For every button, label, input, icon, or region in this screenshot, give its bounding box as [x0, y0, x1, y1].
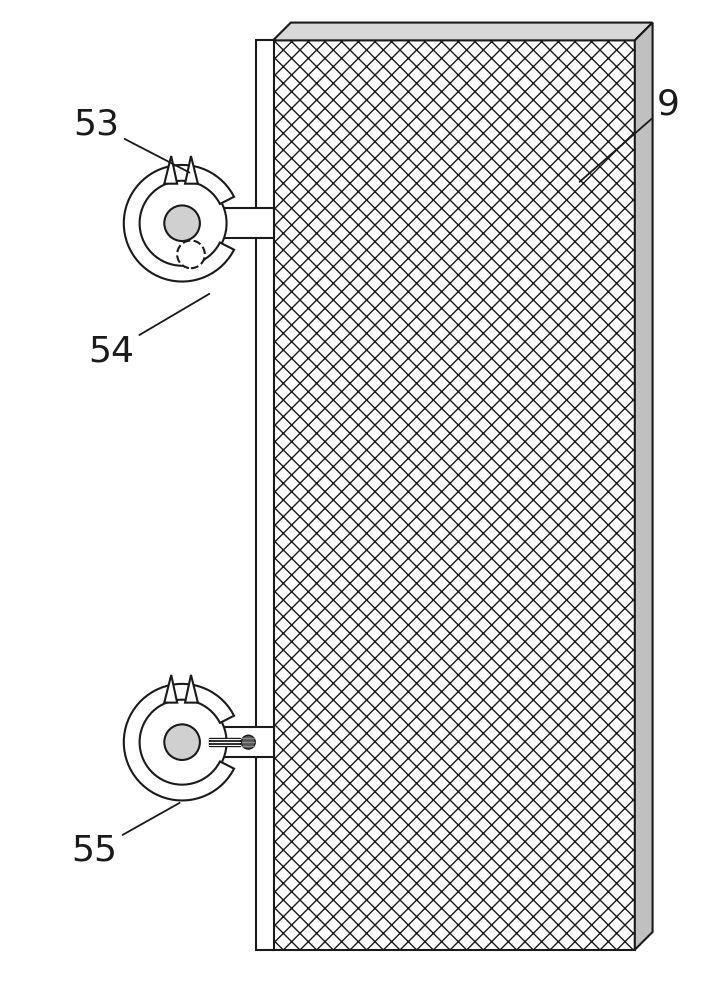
Polygon shape: [185, 675, 198, 703]
Circle shape: [177, 241, 205, 268]
Polygon shape: [273, 23, 653, 40]
Polygon shape: [164, 675, 177, 703]
Text: 54: 54: [88, 294, 209, 369]
Circle shape: [138, 179, 226, 268]
Bar: [273, 40, 634, 950]
Circle shape: [164, 724, 200, 760]
Polygon shape: [164, 156, 177, 184]
Bar: [209, 738, 240, 746]
Polygon shape: [634, 23, 653, 950]
Circle shape: [242, 735, 255, 749]
Bar: [256, 40, 274, 950]
Text: 55: 55: [71, 803, 180, 868]
Polygon shape: [124, 684, 234, 800]
Text: 53: 53: [74, 107, 190, 173]
Bar: [205, 208, 274, 238]
Circle shape: [138, 698, 226, 787]
Polygon shape: [124, 165, 234, 282]
Circle shape: [164, 205, 200, 241]
Bar: [205, 727, 274, 757]
Polygon shape: [185, 156, 198, 184]
Text: 9: 9: [580, 88, 679, 182]
